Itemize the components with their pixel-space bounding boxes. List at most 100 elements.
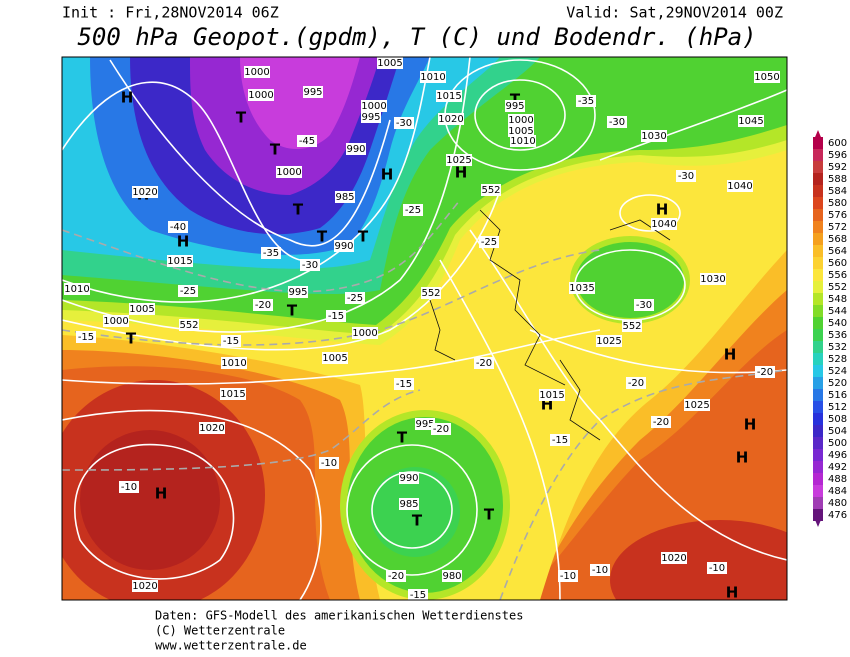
colorbar-swatch	[813, 161, 823, 173]
valid-time: Valid: Sat,29NOV2014 00Z	[566, 4, 783, 22]
isobar-label-box	[539, 389, 565, 401]
isobar-label-box	[415, 418, 435, 430]
temperature-label-box	[622, 320, 642, 332]
isobar-label: 995	[505, 101, 524, 112]
colorbar-label: 512	[828, 402, 847, 413]
colorbar-swatch	[813, 245, 823, 257]
init-time: Init : Fri,28NOV2014 06Z	[62, 4, 279, 22]
isobar-label-box	[442, 570, 462, 582]
pressure-center: H	[736, 449, 749, 467]
isobar-label-box	[64, 283, 90, 295]
temperature-label: 552	[421, 288, 440, 299]
isobar-label-box	[446, 154, 472, 166]
isobar-label-box	[361, 111, 381, 123]
isobar-label-box	[132, 580, 158, 592]
colorbar-label: 484	[828, 486, 847, 497]
isobar-label: 1040	[727, 181, 752, 192]
isobar-label: 1005	[377, 58, 402, 69]
isobar-label: 1025	[684, 400, 709, 411]
temperature-label-box	[178, 285, 198, 297]
isobar-label: 1045	[738, 116, 763, 127]
colorbar-label: 480	[828, 498, 847, 509]
temperature-label: -35	[578, 96, 594, 107]
temperature-label-box	[676, 170, 696, 182]
temperature-label: -25	[481, 237, 497, 248]
isobar-label: 1025	[446, 155, 471, 166]
temperature-label-box	[481, 184, 501, 196]
temperature-label: -15	[223, 336, 239, 347]
colorbar-label: 584	[828, 186, 847, 197]
pressure-center: T	[126, 330, 137, 348]
colorbar-swatch	[813, 305, 823, 317]
isobar-label: 995	[303, 87, 322, 98]
isobar-label: 995	[415, 419, 434, 430]
temperature-label: -25	[405, 205, 421, 216]
isobar-label: 995	[288, 287, 307, 298]
temperature-label-box	[261, 247, 281, 259]
temperature-label-box	[403, 204, 423, 216]
isobar-label-box	[700, 273, 726, 285]
isobar-label-box	[248, 89, 274, 101]
isobar-label: 1005	[129, 304, 154, 315]
isobar-label: 1020	[132, 187, 157, 198]
isobar-label: 1010	[420, 72, 445, 83]
pressure-center: T	[484, 506, 495, 524]
isobar-label: 1050	[754, 72, 779, 83]
isobar-label: 1005	[508, 126, 533, 137]
isobar-label-box	[641, 130, 667, 142]
isobar-label-box	[322, 352, 348, 364]
isobar-label-box	[651, 218, 677, 230]
temperature-label: -10	[592, 565, 608, 576]
temperature-label-box	[394, 378, 414, 390]
temperature-label: 552	[622, 321, 641, 332]
pressure-center: T	[293, 201, 304, 219]
colorbar-swatch	[813, 209, 823, 221]
colorbar-swatch	[813, 401, 823, 413]
colorbar-label: 568	[828, 234, 847, 245]
temperature-label: -30	[678, 171, 694, 182]
temperature-label: -15	[552, 435, 568, 446]
isobar-label: 1035	[569, 283, 594, 294]
temperature-label: -15	[410, 590, 426, 601]
temperature-label: -30	[396, 118, 412, 129]
temperature-label-box	[431, 423, 451, 435]
temperature-label: -35	[263, 248, 279, 259]
colorbar-swatch	[813, 461, 823, 473]
temperature-label-box	[576, 95, 596, 107]
colorbar-label: 576	[828, 210, 847, 221]
colorbar-label: 560	[828, 258, 847, 269]
colorbar-label: 532	[828, 342, 847, 353]
isobar-label: 1015	[539, 390, 564, 401]
colorbar-label: 580	[828, 198, 847, 209]
isobar-label: 985	[399, 499, 418, 510]
pressure-center: H	[656, 201, 669, 219]
temperature-label: -25	[180, 286, 196, 297]
colorbar-label: 496	[828, 450, 847, 461]
isobar-label: 1040	[651, 219, 676, 230]
colorbar-swatch	[813, 197, 823, 209]
temperature-label: -30	[636, 300, 652, 311]
map-frame	[61, 56, 788, 601]
temperature-label-box	[558, 570, 578, 582]
isobar-label: 1020	[132, 581, 157, 592]
temperature-label: -10	[121, 482, 137, 493]
isobar-label: 1000	[248, 90, 273, 101]
isobar-label: 1000	[508, 115, 533, 126]
isobar-label-box	[399, 498, 419, 510]
temperature-label-box	[253, 299, 273, 311]
colorbar-swatch	[813, 329, 823, 341]
isobar-label-box	[288, 286, 308, 298]
temperature-label-box	[626, 377, 646, 389]
isobar-label: 1015	[220, 389, 245, 400]
temperature-label: -10	[560, 571, 576, 582]
colorbar-swatch	[813, 173, 823, 185]
colorbar-swatch	[813, 293, 823, 305]
colorbar-swatch	[813, 149, 823, 161]
temperature-label: -10	[321, 458, 337, 469]
colorbar-label: 572	[828, 222, 847, 233]
colorbar-label: 520	[828, 378, 847, 389]
pressure-center: T	[358, 228, 369, 246]
temperature-label-box	[590, 564, 610, 576]
isobar-label: 1020	[438, 114, 463, 125]
